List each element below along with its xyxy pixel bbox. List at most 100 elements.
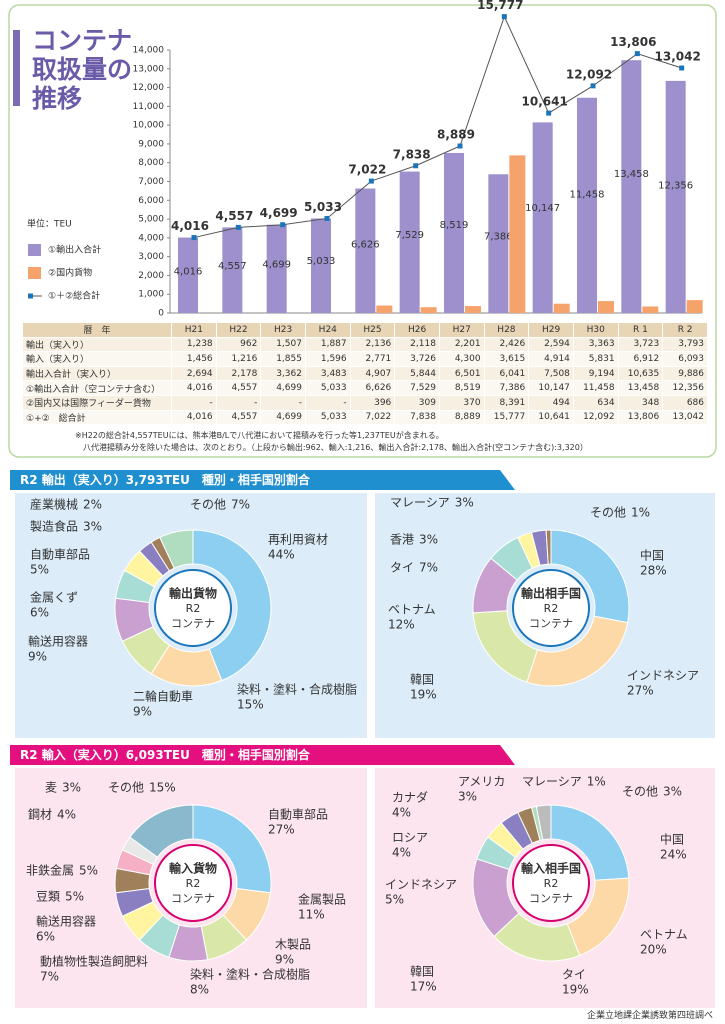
- pie-slice: [545, 529, 552, 565]
- cell: 11,458: [572, 380, 619, 396]
- data-label: 11,458: [570, 190, 605, 201]
- y-tick-label: 8,000: [138, 158, 164, 168]
- cell: 10,147: [528, 380, 574, 396]
- cell: 13,042: [662, 409, 708, 426]
- cell: 686: [662, 394, 708, 411]
- data-label: 13,042: [655, 49, 701, 63]
- marker: [235, 224, 241, 230]
- cell: -: [171, 394, 217, 411]
- marker: [457, 143, 463, 149]
- header-cell: H22: [215, 322, 262, 338]
- bar: [532, 122, 553, 314]
- cell: 634: [572, 394, 619, 411]
- cell: 7,838: [394, 409, 440, 426]
- marker: [590, 83, 596, 89]
- cell: 4,016: [171, 380, 217, 396]
- pie-slice: [192, 529, 272, 682]
- cell: 3,483: [304, 365, 351, 382]
- slice-label: 麦: [45, 781, 57, 795]
- cell: 10,635: [617, 365, 664, 382]
- row-label: ①輸出入合計（空コンテナ含む）: [22, 380, 172, 396]
- cell: -: [215, 394, 262, 411]
- legend-swatch: [28, 267, 41, 279]
- slice-value: 7%: [231, 498, 250, 512]
- slice-label: マレーシア: [390, 496, 450, 510]
- marker: [280, 222, 286, 228]
- cell: 494: [528, 394, 574, 411]
- table-row: ②国内又は国際フィーダー貨物 - - - -396 309 370 8,391 494 634 34…: [22, 394, 708, 411]
- slice-value: 28%: [640, 564, 667, 578]
- y-tick-label: 14,000: [133, 46, 165, 56]
- bar: [509, 155, 526, 313]
- y-tick-label: 13,000: [133, 64, 165, 74]
- note: 八代港揚積み分を除いた場合は、次のとおり。（上段から輸出:962、輸入:1,21…: [83, 443, 588, 452]
- slice-value: 15%: [149, 781, 176, 795]
- cell: 7,508: [528, 365, 574, 382]
- legend-label: ①＋②総合計: [48, 290, 100, 302]
- slice-value: 6%: [36, 930, 55, 944]
- page-title: コンテナ取扱量の推移: [32, 26, 133, 113]
- slice-value: 11%: [298, 908, 325, 922]
- cell: 4,699: [260, 409, 306, 426]
- bar: [178, 237, 198, 313]
- y-tick-label: 12,000: [133, 83, 165, 93]
- cell: 6,041: [483, 365, 530, 382]
- slice-value: 5%: [30, 563, 49, 577]
- data-label: 15,777: [477, 0, 523, 12]
- cell: 4,300: [438, 351, 485, 367]
- slice-value: 7%: [40, 970, 59, 984]
- bar: [376, 305, 393, 313]
- slice-value: 5%: [65, 890, 84, 904]
- slice-label: 自動車部品: [30, 547, 90, 562]
- slice-label: その他: [108, 781, 144, 795]
- title-bar: [13, 30, 20, 106]
- slice-value: 9%: [275, 953, 294, 967]
- cell: 2,594: [528, 336, 574, 353]
- slice-label: 輸送用容器: [28, 634, 88, 649]
- table-row: ①+② 総合計 4,016 4,557 4,699 5,033 7,022 7,838 8,8…: [22, 409, 708, 426]
- slice-value: 9%: [28, 650, 47, 664]
- data-label: 4,016: [171, 219, 209, 233]
- marker: [368, 178, 374, 184]
- cell: 2,136: [349, 336, 396, 353]
- cell: 1,216: [215, 351, 262, 367]
- table-row: ①輸出入合計（空コンテナ含む） 4,016 4,557 4,699 5,033 6,626…: [22, 380, 708, 396]
- y-tick-label: 0: [158, 309, 164, 319]
- center-badge: [154, 844, 232, 922]
- cell: 8,889: [438, 409, 485, 426]
- slice-value: 19%: [562, 983, 589, 997]
- pie-slice: [159, 529, 194, 569]
- data-label: 10,641: [522, 95, 568, 109]
- slice-label: 韓国: [410, 965, 434, 979]
- cell: 2,771: [349, 351, 396, 367]
- data-label: 12,092: [566, 67, 612, 81]
- header-cell: R 2: [662, 322, 708, 338]
- slice-value: 3%: [458, 790, 477, 804]
- slice-value: 20%: [640, 943, 667, 957]
- bar: [311, 218, 331, 313]
- y-tick-label: 7,000: [138, 177, 164, 187]
- cell: 9,194: [572, 365, 619, 382]
- cell: 5,844: [394, 365, 440, 382]
- slice-value: 24%: [660, 848, 687, 862]
- slice-label: 香港: [390, 533, 414, 547]
- row-label: ①+② 総合計: [22, 409, 172, 426]
- data-label: 10,147: [525, 203, 560, 214]
- cell: 13,806: [617, 409, 664, 426]
- cell: 15,777: [483, 409, 530, 426]
- row-label: 輸出入合計（実入り）: [22, 365, 172, 382]
- cell: 3,362: [260, 365, 306, 382]
- header-cell: R 1: [617, 322, 664, 338]
- cell: 396: [349, 394, 396, 411]
- cell: 1,507: [260, 336, 306, 353]
- y-tick-label: 1,000: [138, 290, 164, 300]
- slice-label: タイ: [390, 561, 414, 575]
- bar: [465, 306, 481, 313]
- slice-label: 産業機械: [30, 497, 78, 512]
- cell: 1,596: [304, 351, 351, 367]
- y-tick-label: 5,000: [138, 215, 164, 225]
- marker: [324, 215, 330, 221]
